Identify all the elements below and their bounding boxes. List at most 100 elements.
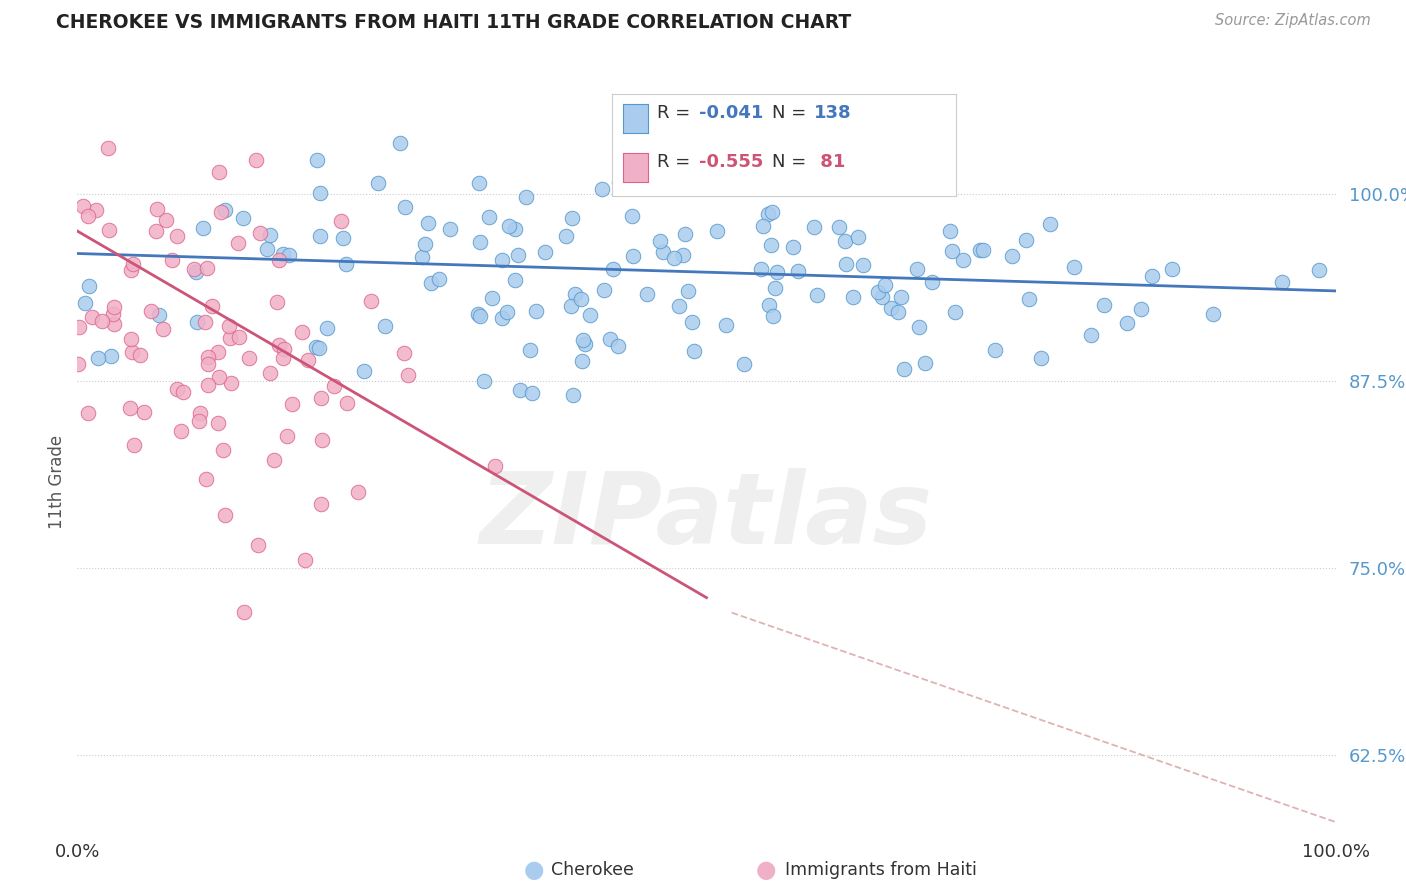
Point [392,345,415,359]
Point [271,351,294,365]
Text: 138: 138 [814,104,852,122]
Point [367,176,389,190]
Point [519,343,541,357]
Point [155,213,177,227]
Point [148,308,170,322]
Point [503,221,526,235]
Point [208,165,231,179]
Point [561,387,583,401]
Point [887,304,910,318]
Point [166,382,188,396]
Point [200,299,222,313]
Point [207,417,229,431]
Point [803,219,825,234]
Point [716,318,738,332]
Point [309,497,332,511]
Point [752,219,775,233]
Point [90,314,112,328]
Point [211,443,233,458]
Point [1080,328,1102,343]
Point [520,385,543,400]
Y-axis label: 11th Grade: 11th Grade [48,434,66,529]
Point [152,322,174,336]
Point [273,342,295,356]
Point [678,284,700,298]
Point [472,374,495,388]
Point [322,379,344,393]
Point [188,406,211,420]
Text: R =: R = [657,104,696,122]
Point [1142,268,1164,283]
Point [132,405,155,419]
Point [478,210,501,224]
Point [1130,301,1153,316]
Point [564,286,586,301]
Point [534,245,557,260]
Point [606,339,628,353]
Point [266,294,288,309]
Point [941,244,963,258]
Point [207,345,229,359]
Point [468,310,491,324]
Point [84,203,107,218]
Point [761,205,783,219]
Point [439,221,461,235]
Text: R =: R = [657,153,696,171]
Point [599,332,621,346]
Point [72,198,94,212]
Point [67,358,90,372]
Point [834,257,856,271]
Text: ●: ● [524,858,544,881]
Point [1094,298,1116,312]
Point [121,345,143,359]
Point [574,337,596,351]
Point [294,552,316,566]
Text: ZIPatlas: ZIPatlas [479,468,934,565]
Point [305,340,328,354]
Point [183,261,205,276]
Point [197,377,219,392]
Point [209,205,232,219]
Point [868,285,890,299]
Point [806,288,828,302]
Point [984,343,1007,358]
Point [1308,263,1330,277]
Point [758,207,780,221]
Point [259,227,281,242]
Point [315,321,337,335]
Point [388,136,411,151]
Point [560,299,582,313]
Point [673,227,696,241]
Point [879,301,901,315]
Point [76,210,98,224]
Point [572,333,595,347]
Point [920,178,942,193]
Point [807,160,830,174]
Text: ●: ● [756,858,776,881]
Text: -0.041: -0.041 [699,104,763,122]
Point [733,358,755,372]
Point [97,141,120,155]
Point [602,262,624,277]
Point [498,219,520,233]
Point [208,370,231,384]
Point [921,275,943,289]
Point [468,176,491,190]
Point [353,364,375,378]
Point [1202,307,1225,321]
Point [1039,217,1062,231]
Point [336,396,359,410]
Point [249,226,271,240]
Point [908,320,931,334]
Point [166,228,188,243]
Point [77,406,100,420]
Text: CHEROKEE VS IMMIGRANTS FROM HAITI 11TH GRADE CORRELATION CHART: CHEROKEE VS IMMIGRANTS FROM HAITI 11TH G… [56,13,852,32]
Point [276,429,298,443]
Point [503,273,526,287]
Point [238,351,260,366]
Point [969,244,991,258]
Point [506,247,529,261]
Point [846,230,869,244]
Point [228,329,250,343]
Point [245,153,267,168]
